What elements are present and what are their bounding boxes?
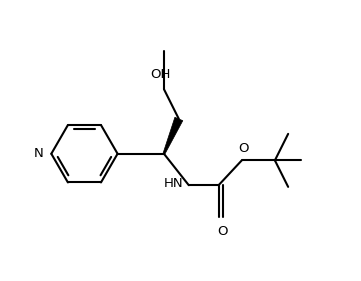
Text: HN: HN	[164, 177, 184, 190]
Polygon shape	[163, 117, 183, 154]
Text: OH: OH	[151, 68, 171, 81]
Text: N: N	[33, 147, 43, 160]
Text: O: O	[238, 142, 249, 155]
Text: O: O	[217, 225, 228, 238]
